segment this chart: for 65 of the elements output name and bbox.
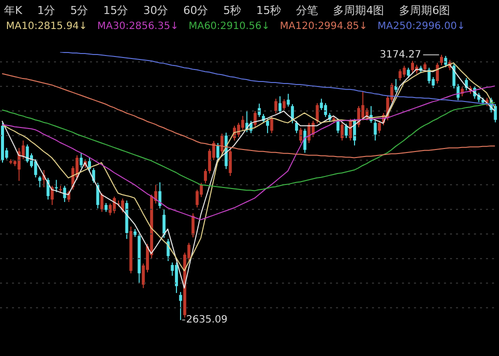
text: MA120:2994.85↓	[280, 21, 368, 32]
candlestick	[258, 103, 261, 118]
candlestick	[174, 262, 178, 294]
candlestick	[266, 118, 270, 134]
candlestick	[494, 104, 497, 123]
text: 年K	[4, 3, 22, 18]
candlestick	[254, 110, 257, 128]
candlestick	[278, 96, 282, 114]
candlestick	[158, 182, 162, 209]
candlestick	[241, 115, 244, 131]
candlestick	[54, 179, 58, 193]
candlestick	[340, 122, 344, 142]
candlestick	[192, 212, 195, 238]
text: 5分	[70, 3, 88, 18]
text: 分笔	[296, 3, 318, 18]
text: 5秒	[223, 3, 242, 18]
annotation: 3174.27	[380, 49, 422, 60]
candlestick	[38, 175, 42, 188]
candlestick	[402, 65, 406, 78]
text: 15分	[103, 3, 128, 18]
candlestick	[440, 54, 444, 66]
candlestick	[303, 128, 306, 154]
candlestick	[274, 98, 278, 114]
candlestick	[220, 133, 224, 154]
candlestick	[398, 68, 402, 82]
text: 多周期6图	[399, 3, 450, 18]
candlestick	[361, 90, 364, 121]
candlestick	[452, 63, 456, 89]
candlestick	[344, 123, 348, 139]
text: MA30:2856.35↓	[97, 21, 179, 32]
text: 1分	[37, 3, 56, 18]
candlestick	[228, 148, 232, 176]
candlestick	[196, 189, 199, 208]
candlestick	[406, 67, 410, 79]
candlestick	[26, 144, 29, 164]
candlestick	[162, 208, 166, 238]
text: MA60:2910.56↓	[188, 21, 270, 32]
candlestick	[423, 62, 426, 72]
candlestick	[316, 102, 319, 124]
candlestick	[436, 62, 439, 84]
candlestick	[34, 158, 38, 178]
candlestick	[204, 168, 207, 184]
candlestick	[299, 127, 302, 144]
candlestick	[374, 120, 377, 142]
candlestick	[320, 98, 323, 111]
candlestick	[428, 67, 431, 84]
candlestick	[179, 292, 182, 320]
text: 60分	[183, 3, 208, 18]
candlestick	[282, 98, 286, 111]
candlestick	[63, 185, 66, 203]
text: MA250:2996.00↓	[378, 21, 466, 32]
candlestick	[100, 192, 104, 212]
candlestick	[411, 60, 414, 74]
candlestick	[324, 102, 328, 118]
candlestick	[286, 93, 290, 108]
candlestick	[270, 115, 274, 134]
text: 15秒	[256, 3, 282, 18]
text: 多周期4图	[333, 3, 384, 18]
candlestick	[216, 142, 220, 161]
annotation: 2635.09	[186, 314, 228, 326]
candlestick	[80, 152, 83, 168]
candlestick	[378, 120, 381, 134]
text: MA10:2815.94↓	[6, 21, 88, 32]
candlestick	[295, 120, 298, 134]
text: 30分	[143, 3, 168, 18]
